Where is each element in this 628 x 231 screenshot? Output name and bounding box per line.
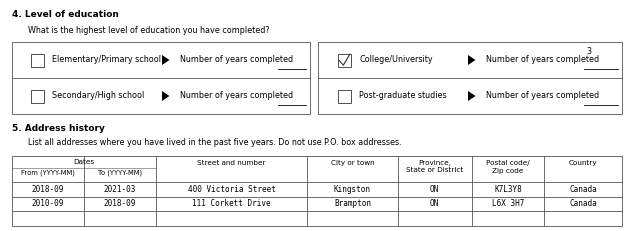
Text: 400 Victoria Street: 400 Victoria Street bbox=[188, 185, 276, 194]
Bar bbox=[31, 89, 43, 103]
Text: 2018-09: 2018-09 bbox=[104, 200, 136, 209]
Text: 2018-09: 2018-09 bbox=[32, 185, 64, 194]
Text: L6X 3H7: L6X 3H7 bbox=[492, 200, 524, 209]
Text: What is the highest level of education you have completed?: What is the highest level of education y… bbox=[28, 26, 269, 35]
Text: Elementary/Primary school: Elementary/Primary school bbox=[52, 55, 161, 64]
Text: Street and number: Street and number bbox=[197, 160, 266, 166]
Text: Post-graduate studies: Post-graduate studies bbox=[359, 91, 447, 100]
Text: 2021-03: 2021-03 bbox=[104, 185, 136, 194]
Text: Canada: Canada bbox=[569, 200, 597, 209]
Text: Province,
State or District: Province, State or District bbox=[406, 160, 463, 173]
Text: Kingston: Kingston bbox=[334, 185, 371, 194]
Polygon shape bbox=[162, 55, 170, 65]
Text: From (YYYY-MM): From (YYYY-MM) bbox=[21, 170, 75, 176]
Text: 3: 3 bbox=[586, 47, 591, 56]
Bar bbox=[31, 54, 43, 67]
Text: Dates: Dates bbox=[73, 159, 95, 165]
Bar bbox=[12, 156, 622, 226]
Text: Canada: Canada bbox=[569, 185, 597, 194]
Text: ON: ON bbox=[430, 185, 440, 194]
Text: Number of years completed: Number of years completed bbox=[486, 55, 599, 64]
Text: Postal code/
Zip code: Postal code/ Zip code bbox=[486, 160, 530, 173]
Text: ON: ON bbox=[430, 200, 440, 209]
Polygon shape bbox=[468, 55, 475, 65]
Text: 4. Level of education: 4. Level of education bbox=[12, 10, 119, 19]
Text: Country: Country bbox=[568, 160, 597, 166]
Text: 5. Address history: 5. Address history bbox=[12, 124, 105, 133]
Text: City or town: City or town bbox=[330, 160, 374, 166]
Text: Brampton: Brampton bbox=[334, 200, 371, 209]
Text: Number of years completed: Number of years completed bbox=[180, 91, 293, 100]
Text: 2010-09: 2010-09 bbox=[32, 200, 64, 209]
Text: College/University: College/University bbox=[359, 55, 433, 64]
Bar bbox=[337, 89, 350, 103]
Text: To (YYYY-MM): To (YYYY-MM) bbox=[98, 170, 142, 176]
Polygon shape bbox=[468, 91, 475, 101]
Text: Secondary/High school: Secondary/High school bbox=[52, 91, 144, 100]
Bar bbox=[12, 42, 310, 114]
Bar bbox=[337, 54, 350, 67]
Text: Number of years completed: Number of years completed bbox=[180, 55, 293, 64]
Text: 111 Corkett Drive: 111 Corkett Drive bbox=[192, 200, 271, 209]
Text: List all addresses where you have lived in the past five years. Do not use P.O. : List all addresses where you have lived … bbox=[28, 138, 402, 147]
Polygon shape bbox=[162, 91, 170, 101]
Text: Number of years completed: Number of years completed bbox=[486, 91, 599, 100]
Bar bbox=[318, 42, 622, 114]
Text: K7L3Y8: K7L3Y8 bbox=[494, 185, 522, 194]
